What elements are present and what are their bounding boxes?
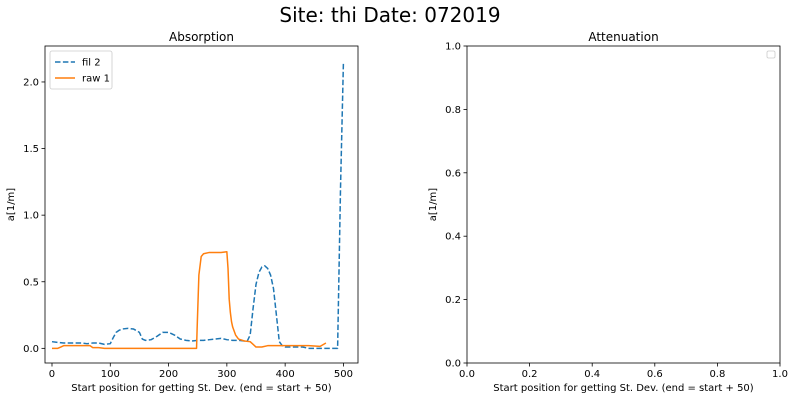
absorption-x-tick-label: 500 bbox=[334, 369, 353, 380]
attenuation-y-label: a[1/m] bbox=[428, 188, 439, 222]
absorption-series-raw-1-line bbox=[51, 251, 327, 350]
attenuation-x-tick-label: 1.0 bbox=[772, 369, 788, 380]
absorption-x-ticks: 0 100 200 300 400 500 bbox=[49, 363, 353, 380]
absorption-y-tick-label: 0.5 bbox=[23, 277, 39, 288]
absorption-x-tick-label: 100 bbox=[101, 369, 120, 380]
absorption-x-tick-label: 0 bbox=[49, 369, 55, 380]
absorption-y-ticks: 0.0 0.5 1.0 1.5 2.0 bbox=[23, 77, 45, 355]
absorption-legend: fil 2 raw 1 bbox=[49, 50, 113, 90]
absorption-axes: 0 100 200 300 400 500 0.0 0.5 1.0 1.5 2.0 Absorpt… bbox=[6, 30, 359, 394]
attenuation-x-tick-label: 0.4 bbox=[584, 369, 600, 380]
attenuation-x-tick-label: 0.0 bbox=[459, 369, 475, 380]
absorption-series-fil-2-line bbox=[51, 61, 345, 350]
figure-title: Site: thi Date: 072019 bbox=[279, 3, 500, 27]
attenuation-axes: 0.0 0.2 0.4 0.6 0.8 1.0 0.0 0.2 0.4 0.6 0.8 1.0 At… bbox=[428, 30, 788, 394]
absorption-legend-label: raw 1 bbox=[82, 74, 110, 85]
attenuation-axes-frame bbox=[466, 45, 781, 364]
attenuation-y-tick-label: 0.2 bbox=[445, 295, 461, 306]
attenuation-legend-box bbox=[766, 50, 776, 59]
absorption-title: Absorption bbox=[169, 30, 234, 44]
absorption-legend-box bbox=[49, 50, 113, 90]
attenuation-x-tick-label: 0.6 bbox=[647, 369, 663, 380]
attenuation-y-tick-label: 0.4 bbox=[445, 232, 461, 243]
absorption-y-tick-label: 1.5 bbox=[23, 144, 39, 155]
attenuation-x-ticks: 0.0 0.2 0.4 0.6 0.8 1.0 bbox=[459, 363, 788, 380]
absorption-y-tick-label: 2.0 bbox=[23, 77, 39, 88]
attenuation-x-label: Start position for getting St. Dev. (end… bbox=[493, 383, 754, 394]
attenuation-x-tick-label: 0.8 bbox=[709, 369, 725, 380]
attenuation-y-tick-label: 1.0 bbox=[445, 42, 461, 53]
absorption-y-tick-label: 1.0 bbox=[23, 211, 39, 222]
absorption-x-tick-label: 400 bbox=[276, 369, 295, 380]
attenuation-x-tick-label: 0.2 bbox=[522, 369, 538, 380]
absorption-x-label: Start position for getting St. Dev. (end… bbox=[71, 383, 332, 394]
absorption-y-tick-label: 0.0 bbox=[23, 344, 39, 355]
absorption-y-label: a[1/m] bbox=[6, 188, 17, 222]
absorption-x-tick-label: 200 bbox=[159, 369, 178, 380]
attenuation-y-tick-label: 0.8 bbox=[445, 105, 461, 116]
attenuation-y-tick-label: 0.6 bbox=[445, 168, 461, 179]
absorption-legend-label: fil 2 bbox=[82, 58, 101, 69]
attenuation-y-tick-label: 0.0 bbox=[445, 359, 461, 370]
absorption-x-tick-label: 300 bbox=[217, 369, 236, 380]
attenuation-title: Attenuation bbox=[588, 30, 658, 44]
attenuation-legend bbox=[766, 50, 776, 59]
absorption-plot-area bbox=[51, 61, 345, 350]
attenuation-y-ticks: 0.0 0.2 0.4 0.6 0.8 1.0 bbox=[445, 42, 467, 370]
absorption-axes-frame bbox=[44, 45, 359, 364]
